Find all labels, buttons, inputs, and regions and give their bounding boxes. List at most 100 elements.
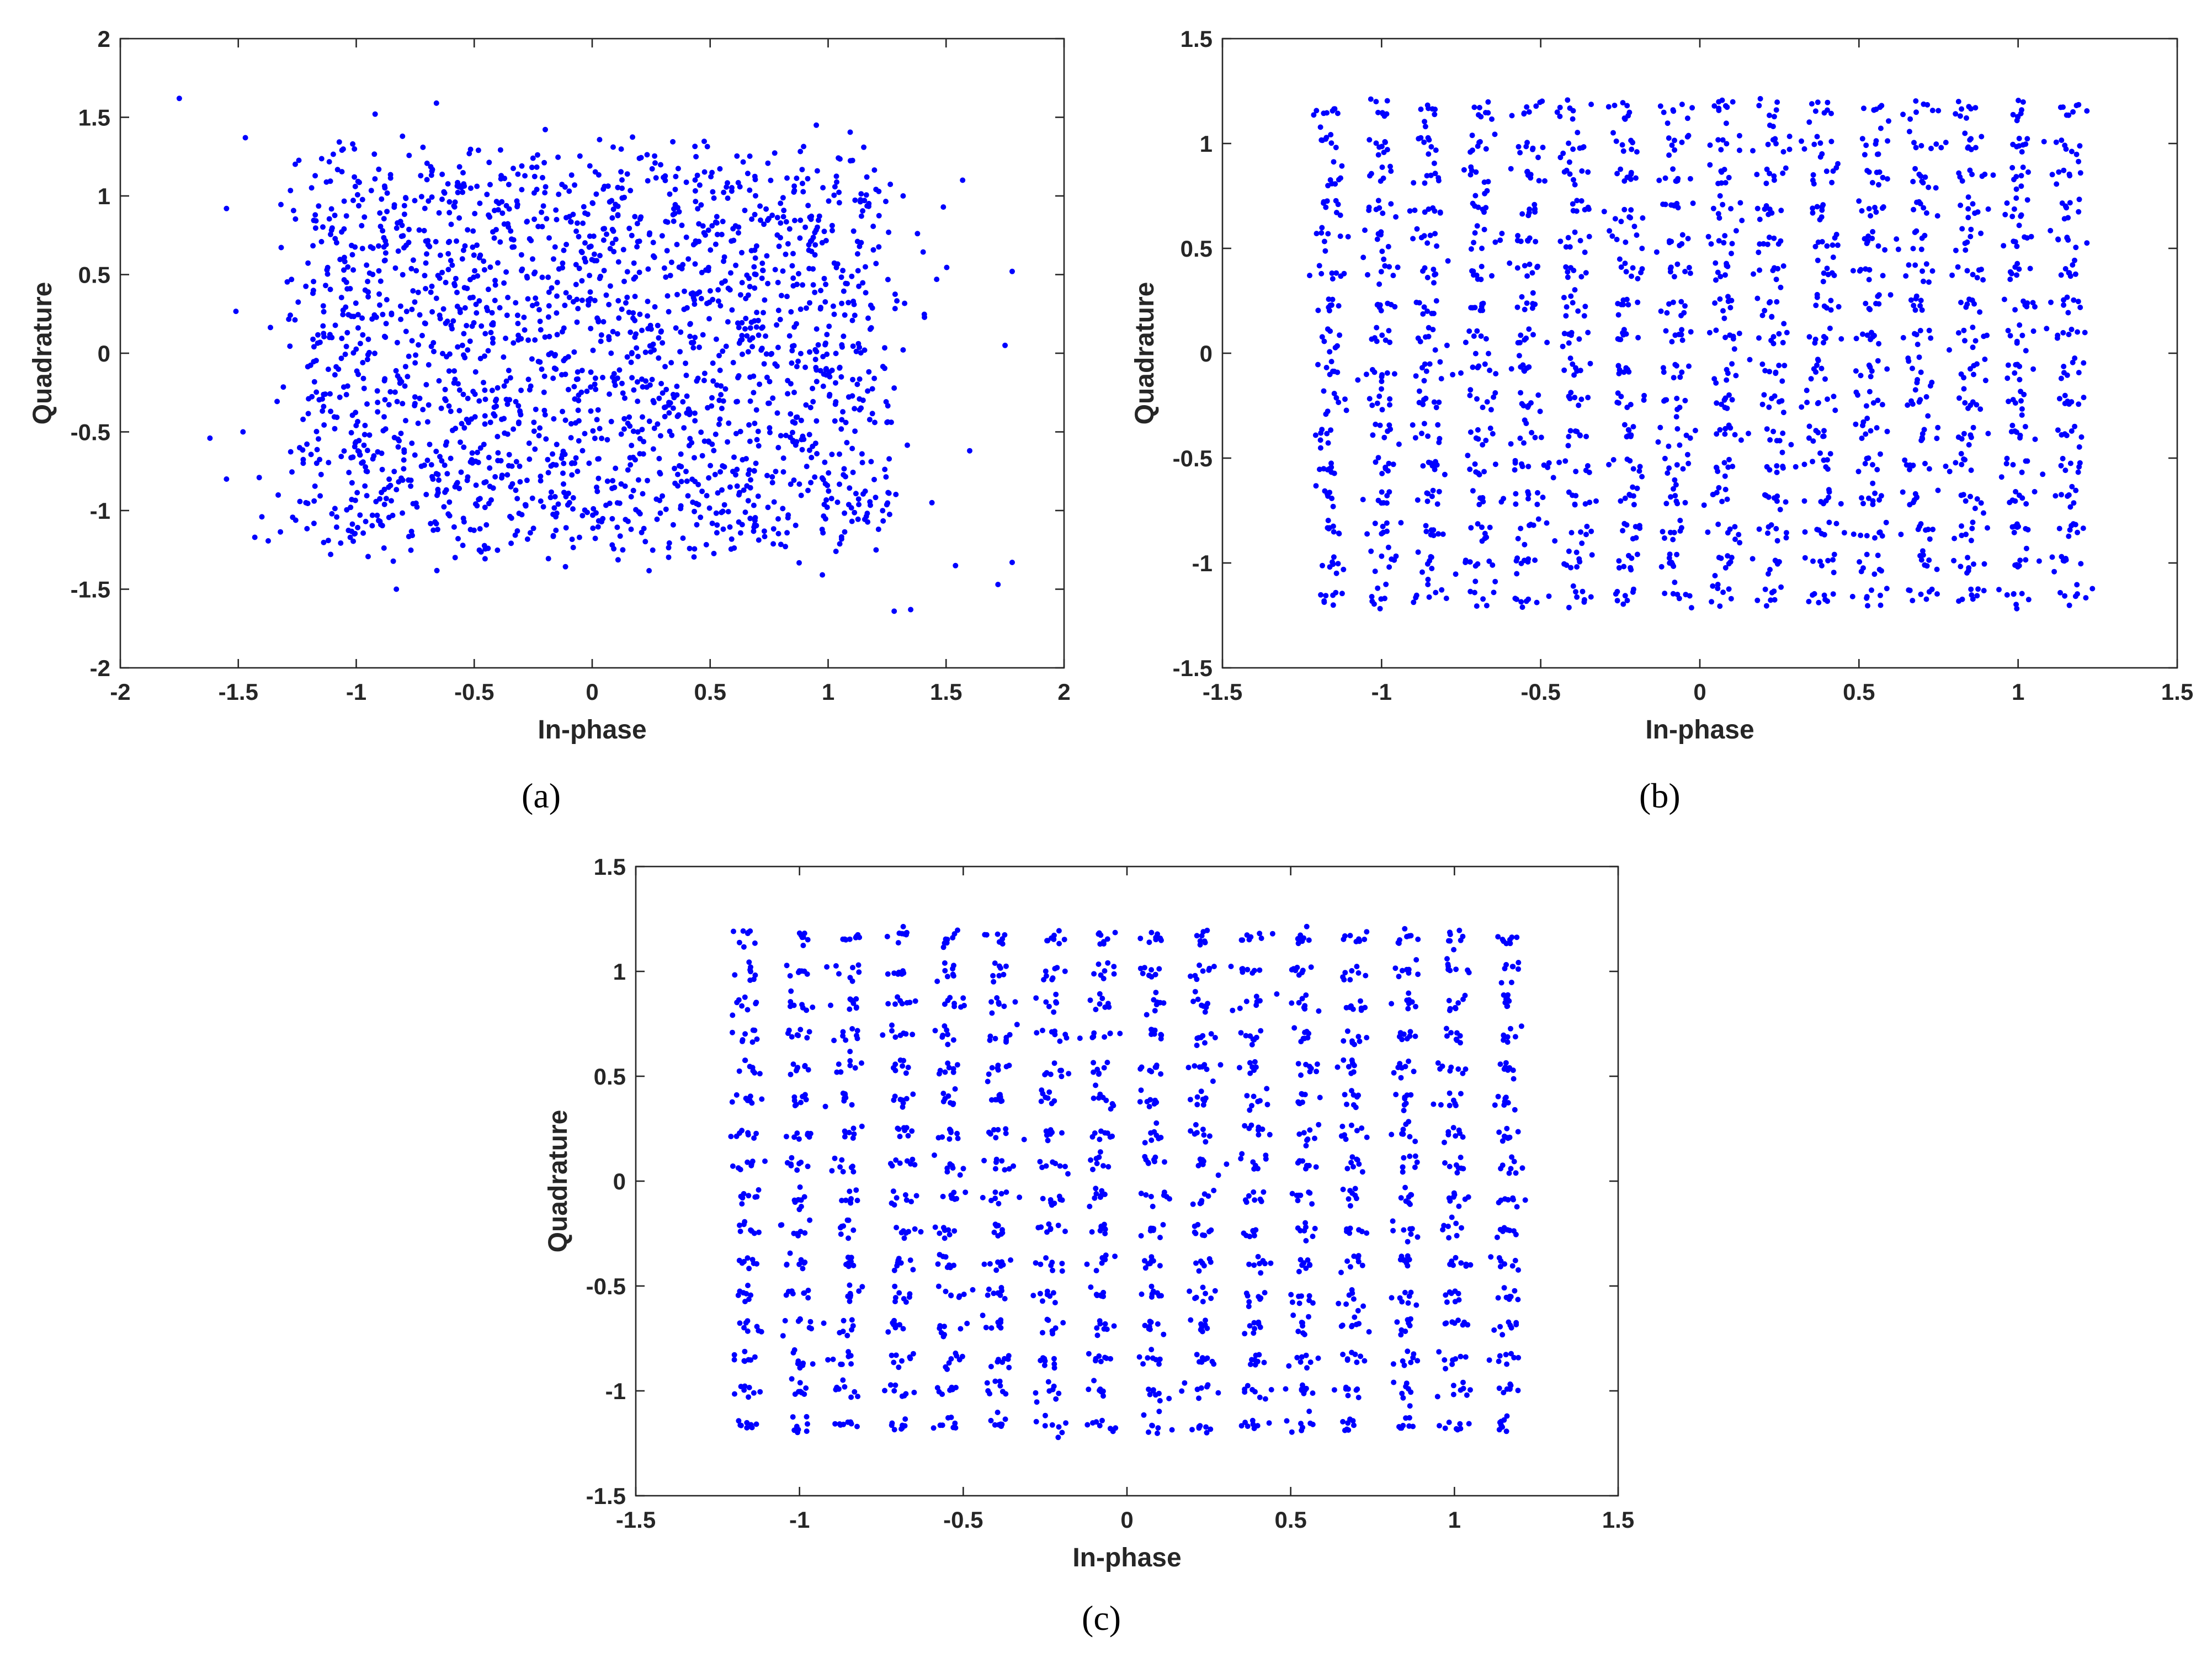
y-tick-label: 1	[1200, 131, 1213, 157]
data-point	[942, 1023, 948, 1029]
data-point	[747, 516, 753, 522]
data-point	[784, 963, 790, 969]
data-point	[568, 435, 574, 441]
data-point	[472, 369, 478, 375]
data-point	[487, 182, 493, 188]
data-point	[1428, 554, 1434, 560]
data-point	[1492, 239, 1498, 245]
data-point	[1377, 605, 1383, 612]
data-point	[2010, 141, 2016, 147]
data-point	[1880, 204, 1886, 210]
data-point	[1482, 530, 1488, 536]
data-point	[460, 170, 466, 176]
data-point	[1996, 587, 2002, 593]
data-point	[820, 383, 826, 389]
data-point	[1717, 427, 1723, 433]
data-point	[897, 1322, 903, 1328]
data-point	[649, 166, 655, 172]
data-point	[2083, 595, 2089, 601]
data-point	[855, 1394, 861, 1400]
data-point	[1379, 164, 1385, 170]
data-point	[1706, 330, 1713, 336]
data-point	[508, 228, 514, 234]
data-point	[1431, 527, 1437, 533]
data-point	[1718, 274, 1724, 280]
data-point	[293, 517, 299, 523]
data-point	[421, 227, 427, 233]
data-point	[1586, 233, 1592, 240]
data-point	[1925, 413, 1931, 419]
data-point	[822, 342, 828, 348]
data-point	[573, 281, 579, 288]
data-point	[1315, 362, 1321, 368]
data-point	[764, 472, 770, 479]
data-point	[1672, 477, 1678, 483]
data-point	[400, 510, 406, 516]
data-point	[2007, 333, 2013, 339]
data-point	[1472, 203, 1478, 209]
data-point	[708, 463, 714, 469]
data-point	[1778, 284, 1784, 290]
data-point	[1985, 525, 1990, 531]
data-point	[2049, 554, 2055, 560]
data-point	[477, 200, 483, 206]
data-point	[752, 1070, 758, 1076]
data-point	[632, 294, 638, 300]
data-point	[1634, 485, 1640, 491]
data-point	[1478, 114, 1484, 120]
data-point	[397, 303, 403, 309]
data-point	[1518, 332, 1524, 338]
data-point	[337, 257, 343, 263]
data-point	[1514, 237, 1520, 243]
data-point	[1321, 388, 1327, 394]
data-point	[582, 507, 588, 513]
data-point	[326, 460, 332, 466]
data-point	[1814, 294, 1820, 300]
data-point	[1522, 337, 1528, 343]
data-point	[1810, 459, 1816, 465]
data-point	[2017, 363, 2023, 369]
data-point	[1588, 102, 1594, 108]
data-point	[1738, 437, 1744, 443]
data-point	[550, 461, 556, 467]
data-point	[1688, 329, 1694, 335]
data-point	[955, 1135, 961, 1141]
data-point	[530, 155, 536, 161]
data-point	[884, 419, 890, 426]
data-point	[796, 968, 802, 974]
data-point	[417, 312, 423, 318]
data-point	[744, 333, 750, 339]
data-point	[1671, 564, 1677, 569]
data-point	[1762, 206, 1768, 212]
data-point	[793, 1102, 799, 1108]
data-point	[1938, 145, 1944, 151]
data-point	[1783, 530, 1789, 536]
data-point	[1934, 566, 1940, 572]
data-point	[2011, 177, 2017, 183]
data-point	[639, 427, 645, 433]
data-point	[531, 173, 538, 179]
data-point	[1968, 106, 1974, 112]
data-point	[847, 996, 853, 1002]
data-point	[1325, 183, 1331, 189]
data-point	[1713, 327, 1719, 333]
data-point	[1437, 210, 1443, 216]
data-points	[728, 923, 1528, 1441]
data-point	[1417, 338, 1423, 344]
data-point	[439, 458, 445, 464]
data-point	[904, 929, 910, 936]
data-point	[394, 225, 400, 231]
data-point	[865, 388, 871, 394]
data-point	[843, 474, 848, 480]
data-point	[1764, 464, 1770, 470]
data-point	[852, 509, 858, 516]
data-point	[1886, 118, 1891, 124]
data-point	[1493, 371, 1499, 377]
data-point	[2061, 167, 2067, 173]
data-point	[546, 352, 552, 358]
data-point	[1519, 294, 1525, 300]
data-point	[1831, 570, 1837, 576]
data-point	[1965, 194, 1971, 200]
data-point	[594, 417, 600, 423]
data-point	[844, 281, 850, 286]
